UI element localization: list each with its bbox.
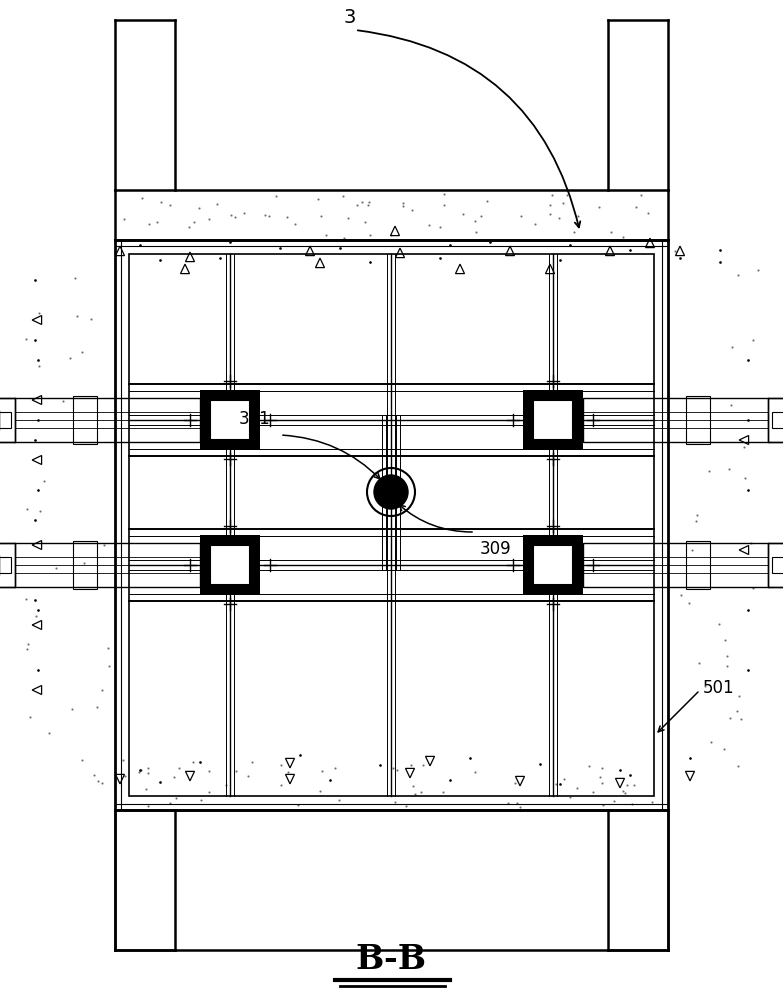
Bar — [686, 396, 710, 444]
Bar — [210, 545, 250, 585]
Bar — [200, 535, 260, 595]
Bar — [0, 398, 15, 442]
Bar — [533, 545, 573, 585]
Bar — [73, 396, 97, 444]
Bar — [210, 400, 250, 440]
Bar — [583, 398, 783, 442]
Bar — [772, 557, 783, 573]
Bar — [73, 541, 97, 589]
Bar — [686, 541, 710, 589]
Bar — [523, 390, 583, 450]
Bar — [533, 400, 573, 440]
Bar — [0, 398, 200, 442]
Text: 3: 3 — [344, 8, 356, 27]
Bar — [0, 543, 15, 587]
Bar — [768, 543, 783, 587]
Text: B-B: B-B — [355, 943, 427, 976]
Text: 301: 301 — [239, 410, 271, 428]
Bar — [583, 543, 783, 587]
Text: 309: 309 — [480, 540, 511, 558]
Bar — [200, 390, 260, 450]
Bar — [523, 535, 583, 595]
Bar — [768, 398, 783, 442]
Text: 501: 501 — [703, 679, 734, 697]
Bar — [115, 240, 668, 810]
Bar — [0, 557, 11, 573]
Bar — [772, 412, 783, 428]
Bar — [0, 412, 11, 428]
Circle shape — [374, 475, 408, 509]
Bar — [129, 254, 654, 796]
Bar — [0, 543, 200, 587]
